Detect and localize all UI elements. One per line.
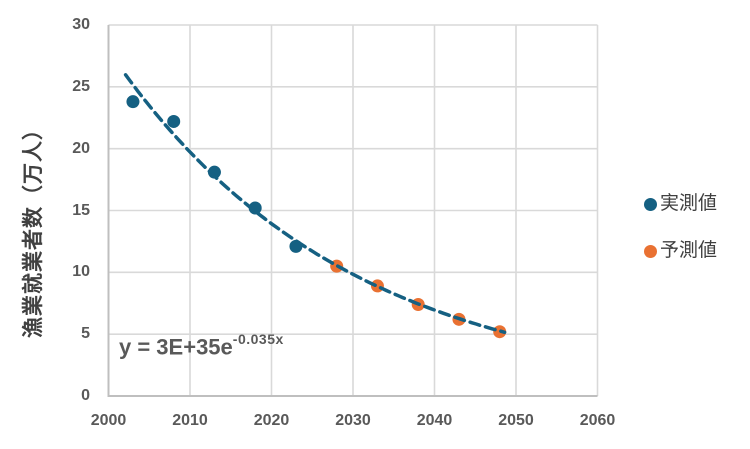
y-tick-label: 5 [81, 325, 90, 343]
equation-exponent-text: -0.035x [232, 331, 284, 347]
legend-item-forecast[interactable]: 予測値 [644, 239, 717, 263]
legend-label-forecast: 予測値 [660, 240, 718, 261]
x-tick-label: 2010 [172, 412, 208, 429]
x-tick-label: 2030 [335, 412, 371, 429]
y-tick-label: 0 [81, 387, 90, 404]
legend-marker-forecast-icon [644, 244, 657, 258]
chart-legend: 実測値 予測値 [644, 192, 717, 286]
y-tick-label: 20 [72, 139, 90, 157]
data-point[interactable] [167, 114, 181, 128]
legend-item-actual[interactable]: 実測値 [644, 192, 717, 216]
trendline-equation-label[interactable]: y = 3E+35e-0.035x [119, 331, 284, 360]
x-tick-label: 2060 [579, 412, 616, 429]
y-tick-label: 10 [72, 263, 90, 281]
data-point[interactable] [248, 201, 262, 215]
y-tick-label: 15 [72, 201, 90, 219]
x-tick-label: 2050 [498, 412, 534, 429]
legend-marker-actual-icon [644, 197, 657, 211]
x-tick-label: 2040 [416, 412, 453, 429]
x-tick-label: 2020 [253, 412, 290, 429]
y-axis-title: 漁業就業者数（万人） [22, 118, 45, 338]
legend-label-actual: 実測値 [660, 193, 718, 214]
equation-base-text: y = 3E+35e [119, 334, 233, 360]
data-point[interactable] [126, 95, 140, 109]
y-tick-label: 25 [72, 77, 90, 95]
y-tick-label: 30 [72, 16, 90, 33]
x-tick-label: 2000 [90, 412, 127, 429]
trendline[interactable] [123, 73, 507, 335]
